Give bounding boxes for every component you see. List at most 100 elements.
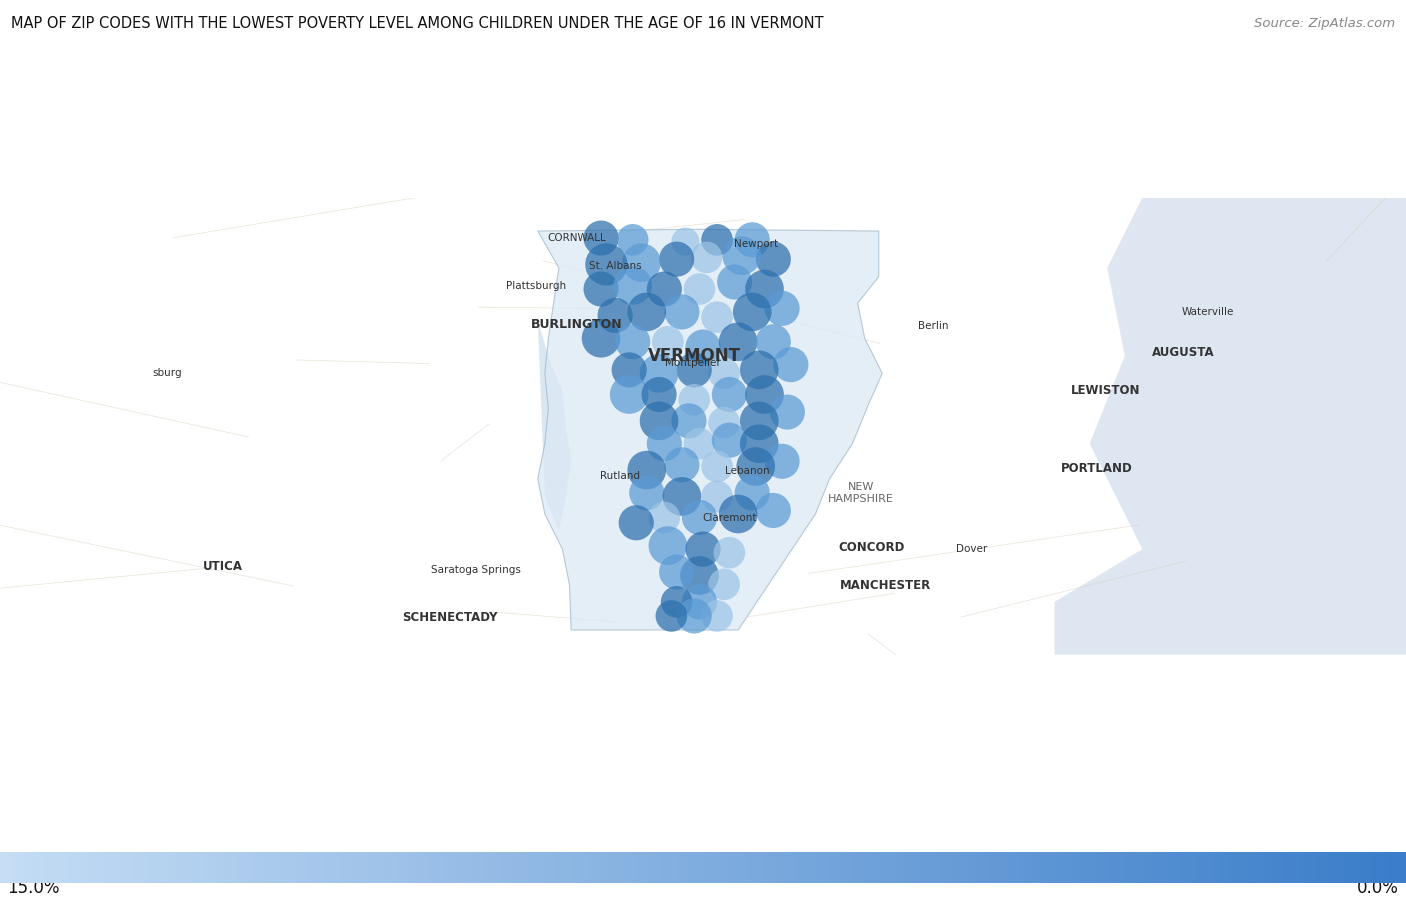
Circle shape (723, 236, 761, 275)
Circle shape (745, 270, 783, 308)
Text: 0.0%: 0.0% (1357, 878, 1399, 896)
Circle shape (681, 556, 718, 595)
Text: Plattsburgh: Plattsburgh (506, 280, 567, 291)
Circle shape (652, 326, 683, 358)
Text: UTICA: UTICA (204, 560, 243, 574)
Circle shape (733, 292, 772, 331)
Circle shape (709, 568, 740, 601)
Circle shape (585, 244, 627, 286)
Circle shape (682, 584, 717, 619)
Circle shape (756, 325, 792, 360)
Circle shape (619, 505, 654, 540)
Text: St. Albans: St. Albans (589, 262, 641, 271)
Circle shape (737, 447, 775, 485)
Circle shape (756, 493, 792, 528)
Text: CORNWALL: CORNWALL (547, 233, 606, 243)
Circle shape (702, 450, 733, 483)
Circle shape (718, 494, 758, 533)
Text: Source: ZipAtlas.com: Source: ZipAtlas.com (1254, 17, 1395, 31)
Circle shape (686, 329, 721, 365)
Circle shape (623, 244, 661, 282)
Circle shape (702, 601, 733, 632)
Text: Claremont: Claremont (702, 512, 756, 522)
Circle shape (614, 325, 650, 360)
Circle shape (664, 447, 699, 483)
Text: NEW
HAMPSHIRE: NEW HAMPSHIRE (828, 482, 894, 504)
Text: PORTLAND: PORTLAND (1060, 462, 1133, 475)
Circle shape (659, 555, 695, 590)
Circle shape (678, 384, 710, 415)
Circle shape (683, 428, 716, 459)
Circle shape (648, 502, 681, 533)
Text: sburg: sburg (152, 369, 181, 378)
Circle shape (583, 220, 619, 255)
Circle shape (640, 402, 678, 441)
Circle shape (690, 242, 723, 273)
Circle shape (702, 301, 733, 333)
Text: LEWISTON: LEWISTON (1071, 385, 1140, 397)
Circle shape (672, 404, 707, 439)
Circle shape (610, 375, 648, 414)
Text: MANCHESTER: MANCHESTER (841, 579, 931, 592)
Circle shape (702, 224, 733, 255)
Circle shape (662, 477, 702, 516)
Text: Lebanon: Lebanon (724, 466, 769, 476)
Circle shape (648, 526, 688, 565)
Circle shape (773, 347, 808, 382)
Circle shape (582, 319, 620, 358)
Circle shape (659, 242, 695, 277)
Circle shape (598, 298, 633, 333)
Circle shape (676, 599, 711, 634)
Circle shape (714, 537, 745, 568)
Circle shape (613, 266, 652, 305)
Circle shape (740, 424, 779, 463)
Circle shape (718, 323, 758, 361)
Text: Saratoga Springs: Saratoga Springs (432, 565, 522, 575)
Circle shape (740, 402, 779, 441)
Circle shape (740, 351, 779, 389)
Circle shape (672, 227, 700, 255)
Circle shape (617, 224, 648, 255)
Circle shape (765, 444, 800, 479)
Circle shape (664, 294, 699, 329)
Text: CONCORD: CONCORD (838, 541, 905, 554)
Circle shape (770, 395, 806, 430)
Circle shape (717, 264, 752, 299)
Circle shape (661, 586, 692, 618)
Text: BURLINGTON: BURLINGTON (530, 317, 623, 331)
Text: SCHENECTADY: SCHENECTADY (402, 611, 498, 624)
Circle shape (686, 531, 721, 566)
Circle shape (676, 352, 711, 387)
Text: Montpelier: Montpelier (665, 358, 720, 368)
Circle shape (735, 476, 770, 511)
Text: MAP OF ZIP CODES WITH THE LOWEST POVERTY LEVEL AMONG CHILDREN UNDER THE AGE OF 1: MAP OF ZIP CODES WITH THE LOWEST POVERTY… (11, 16, 824, 31)
Circle shape (583, 271, 619, 307)
Circle shape (682, 500, 717, 535)
Text: Newport: Newport (734, 239, 778, 249)
Circle shape (711, 423, 747, 458)
Circle shape (641, 377, 676, 412)
Circle shape (630, 476, 665, 511)
Text: Berlin: Berlin (918, 321, 949, 331)
Circle shape (655, 601, 688, 632)
Circle shape (756, 242, 792, 277)
Polygon shape (538, 321, 571, 531)
Circle shape (647, 426, 682, 461)
Circle shape (612, 352, 647, 387)
Circle shape (627, 450, 666, 489)
Circle shape (647, 271, 682, 307)
Text: Dover: Dover (956, 544, 987, 554)
Circle shape (711, 377, 747, 412)
Circle shape (735, 222, 770, 257)
Text: AUGUSTA: AUGUSTA (1152, 346, 1215, 359)
Text: VERMONT: VERMONT (648, 347, 741, 365)
Text: Rutland: Rutland (600, 471, 640, 481)
Circle shape (702, 481, 733, 512)
Polygon shape (1054, 198, 1406, 654)
Polygon shape (538, 229, 882, 630)
Circle shape (765, 290, 800, 326)
Circle shape (627, 292, 666, 331)
Text: 15.0%: 15.0% (7, 878, 59, 896)
Circle shape (709, 406, 740, 439)
Circle shape (709, 358, 740, 389)
